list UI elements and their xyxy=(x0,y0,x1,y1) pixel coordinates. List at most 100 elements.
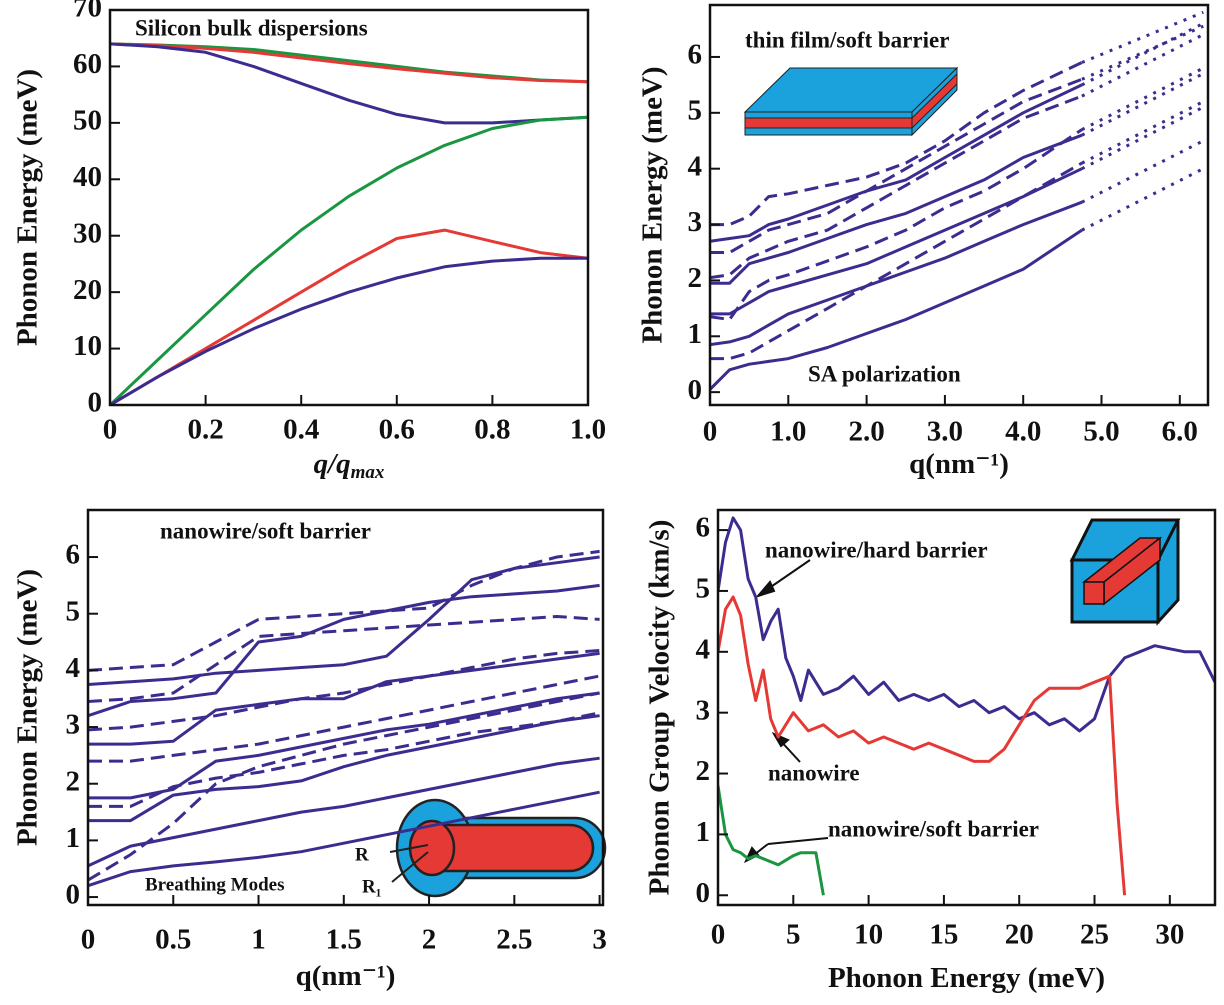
y-axis-label: Phonon Group Velocity (km/s) xyxy=(644,520,676,896)
x-tick-label: 10 xyxy=(854,919,883,951)
y-tick-label: 4 xyxy=(66,652,81,684)
y-tick-label: 3 xyxy=(688,206,703,238)
x-tick-label: 3 xyxy=(592,924,607,956)
x-tick-label: 2 xyxy=(422,924,437,956)
y-tick-label: 1 xyxy=(66,822,81,854)
plot-frame xyxy=(108,8,590,407)
series-line xyxy=(88,756,600,868)
x-tick-label: 6.0 xyxy=(1162,416,1198,448)
x-axis-label-main: Phonon Energy (meV) xyxy=(828,962,1105,994)
y-axis-label: Phonon Energy (meV) xyxy=(637,66,669,343)
x-tick-label: 1.5 xyxy=(326,924,362,956)
annotation: nanowire xyxy=(768,760,860,785)
series-line xyxy=(88,674,600,763)
annotation: Breathing Modes xyxy=(145,874,285,895)
y-tick-label: 1 xyxy=(688,318,703,350)
series-line xyxy=(710,133,1083,285)
y-tick-label: 5 xyxy=(688,94,703,126)
series-line xyxy=(88,691,600,800)
y-tick-label: 4 xyxy=(696,633,711,665)
box-inset xyxy=(1069,518,1181,626)
series-line xyxy=(88,583,600,718)
x-axis-label-main: q(nm⁻¹) xyxy=(296,960,396,992)
series-line xyxy=(1081,22,1204,87)
annotation: SA polarization xyxy=(808,361,961,386)
x-tick-label: 3.0 xyxy=(927,416,963,448)
series-line xyxy=(1081,10,1204,64)
x-axis-label-main: q/q xyxy=(314,448,351,480)
y-tick-label: 60 xyxy=(73,48,102,80)
y-tick-label: 40 xyxy=(73,161,102,193)
series-line xyxy=(710,77,1083,254)
y-tick-label: 50 xyxy=(73,105,102,137)
y-tick-label: 4 xyxy=(688,150,703,182)
y-tick-label: 0 xyxy=(88,387,103,419)
series-line xyxy=(1081,100,1204,165)
series-line xyxy=(710,128,1083,321)
series-line xyxy=(88,714,600,823)
series-line xyxy=(710,228,1083,391)
series-line xyxy=(718,516,1215,733)
y-tick-label: 3 xyxy=(66,709,81,741)
series-line xyxy=(88,615,600,703)
series-line xyxy=(1081,33,1204,98)
series-line xyxy=(710,161,1083,361)
x-axis-label-sub: max xyxy=(351,462,385,483)
series-line xyxy=(710,61,1083,227)
plot-area xyxy=(710,10,1204,391)
y-tick-label: 0 xyxy=(688,374,703,406)
series-line xyxy=(718,595,1127,896)
wire-inset xyxy=(389,798,607,898)
plot-area xyxy=(88,549,600,888)
x-tick-label: 5.0 xyxy=(1083,416,1119,448)
y-tick-label: 10 xyxy=(73,330,102,362)
plot-area xyxy=(110,42,588,405)
x-tick-label: 25 xyxy=(1080,919,1109,951)
series-line xyxy=(110,42,588,125)
y-tick-label: 20 xyxy=(73,274,102,306)
x-tick-label: 0.2 xyxy=(187,414,223,446)
plot-frame xyxy=(716,508,1217,907)
y-tick-label: 70 xyxy=(73,0,102,24)
y-tick-label: 6 xyxy=(696,512,711,544)
x-tick-label: 20 xyxy=(1005,919,1034,951)
y-tick-label: 2 xyxy=(66,765,81,797)
series-line xyxy=(88,651,600,746)
series-line xyxy=(88,549,600,672)
y-tick-label: 3 xyxy=(696,694,711,726)
series-line xyxy=(718,785,825,896)
annotation: nanowire/hard barrier xyxy=(765,537,988,562)
series-line xyxy=(1081,105,1204,171)
annotation: R₁ xyxy=(362,876,381,897)
y-tick-label: 0 xyxy=(696,877,711,909)
panel-title: thin film/soft barrier xyxy=(745,27,949,52)
series-line xyxy=(1081,72,1204,137)
series-line xyxy=(1081,139,1204,204)
x-tick-label: 2.5 xyxy=(496,924,532,956)
y-tick-label: 1 xyxy=(696,816,711,848)
y-tick-label: 0 xyxy=(66,879,81,911)
annotation: nanowire/soft barrier xyxy=(828,816,1039,841)
y-tick-label: 5 xyxy=(66,595,81,627)
y-tick-label: 6 xyxy=(688,39,703,71)
series-line xyxy=(710,94,1083,280)
x-tick-label: 0 xyxy=(703,416,718,448)
y-axis-label: Phonon Energy (meV) xyxy=(12,569,44,846)
x-tick-label: 0.8 xyxy=(474,414,510,446)
series-line xyxy=(88,711,600,808)
series-line xyxy=(110,42,588,84)
y-tick-label: 2 xyxy=(688,262,703,294)
plot-frame xyxy=(86,508,605,907)
series-line xyxy=(88,691,600,882)
x-tick-label: 2.0 xyxy=(848,416,884,448)
plot-area xyxy=(718,516,1215,896)
series-line xyxy=(710,167,1083,316)
x-tick-label: 30 xyxy=(1155,919,1184,951)
film-inset xyxy=(743,66,959,137)
y-tick-label: 5 xyxy=(696,573,711,605)
x-tick-label: 15 xyxy=(929,919,958,951)
x-tick-label: 1.0 xyxy=(570,414,606,446)
series-line xyxy=(110,228,588,405)
panel-title: Silicon bulk dispersions xyxy=(135,15,368,40)
